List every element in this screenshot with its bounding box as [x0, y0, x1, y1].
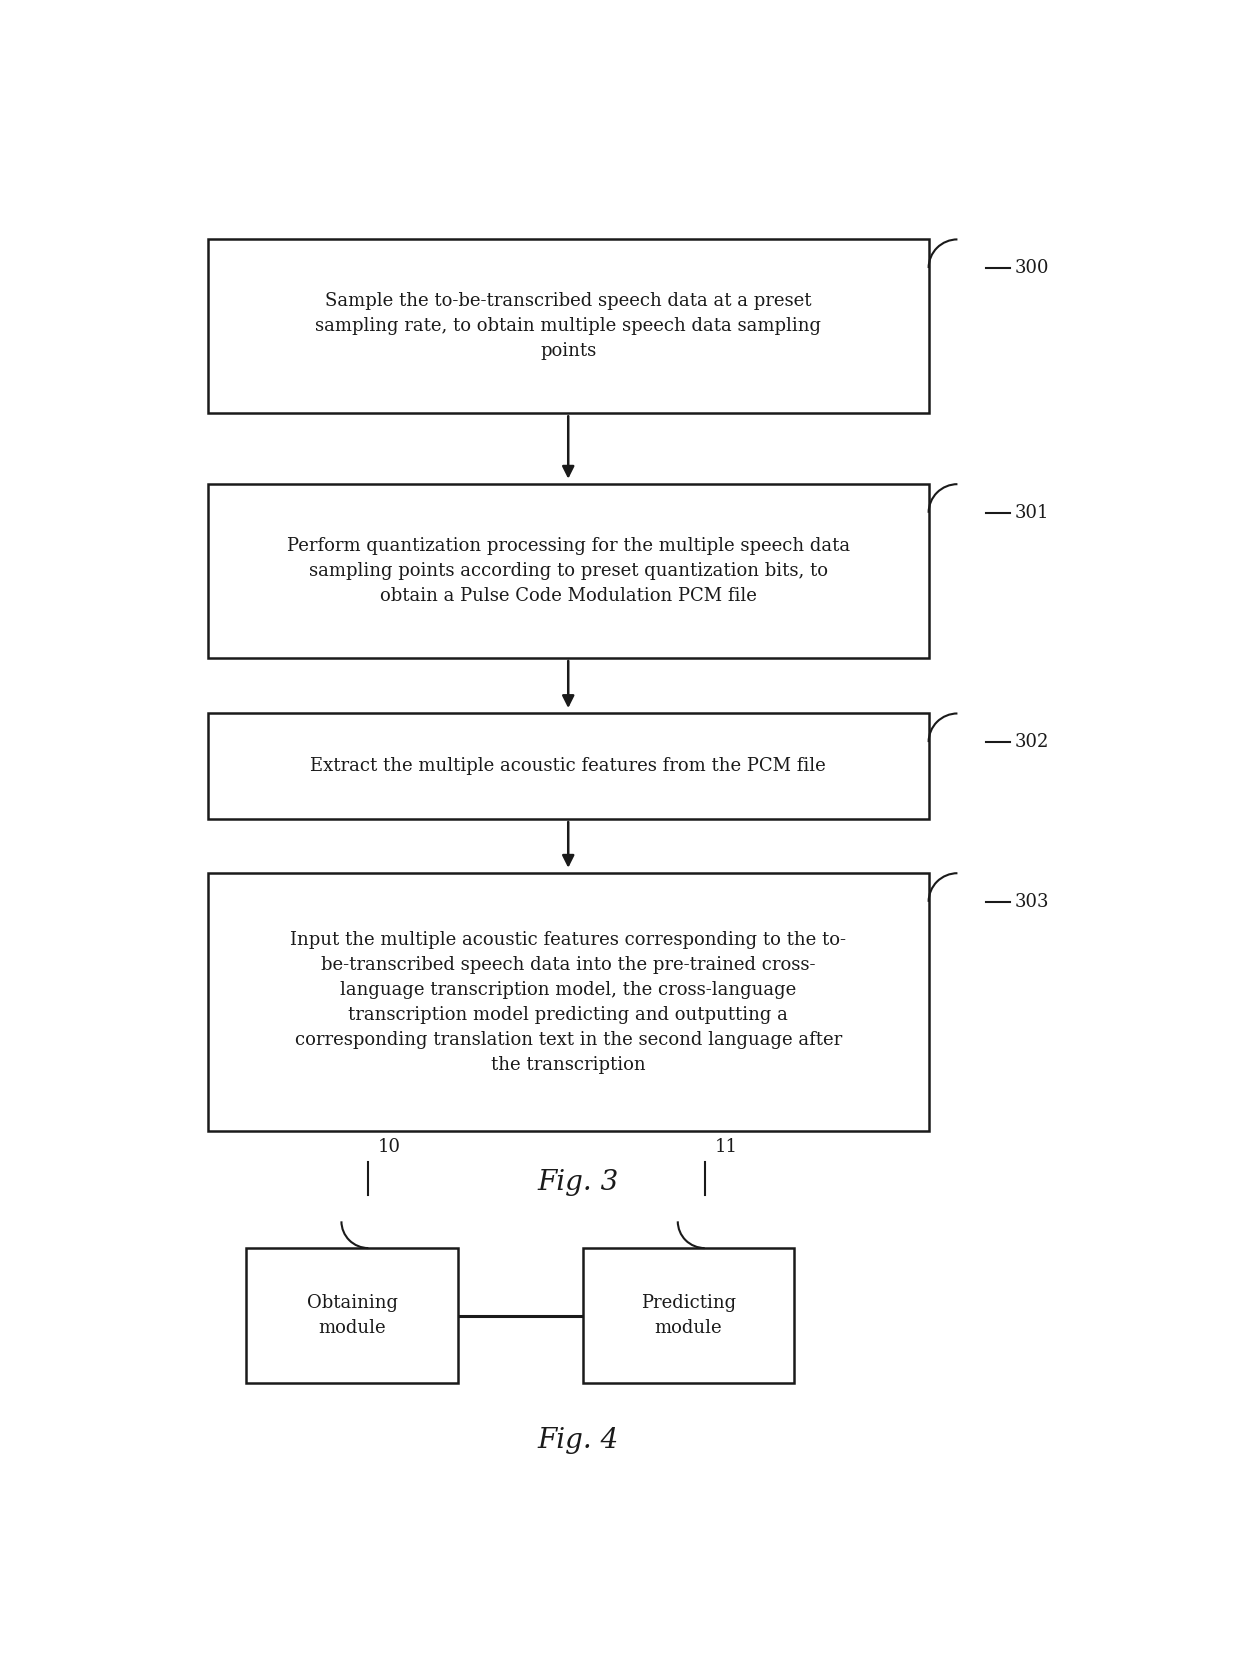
Bar [208, 873, 929, 1131]
Text: Perform quantization processing for the multiple speech data
sampling points acc: Perform quantization processing for the … [286, 537, 849, 606]
Text: 301: 301 [1016, 504, 1049, 522]
Bar [583, 1248, 794, 1384]
Text: Sample the to-be-transcribed speech data at a preset
sampling rate, to obtain mu: Sample the to-be-transcribed speech data… [315, 293, 821, 360]
Bar [208, 483, 929, 657]
Text: Extract the multiple acoustic features from the PCM file: Extract the multiple acoustic features f… [310, 758, 826, 775]
Text: 11: 11 [714, 1138, 738, 1156]
Text: Obtaining
module: Obtaining module [306, 1295, 398, 1337]
Text: 300: 300 [1016, 259, 1049, 278]
Bar [208, 713, 929, 820]
Text: 302: 302 [1016, 733, 1049, 751]
Bar [247, 1248, 458, 1384]
Bar [208, 239, 929, 413]
Text: Fig. 4: Fig. 4 [537, 1427, 619, 1454]
Text: Predicting
module: Predicting module [641, 1295, 735, 1337]
Text: Fig. 3: Fig. 3 [537, 1169, 619, 1196]
Text: Input the multiple acoustic features corresponding to the to-
be-transcribed spe: Input the multiple acoustic features cor… [290, 930, 846, 1074]
Text: 10: 10 [378, 1138, 401, 1156]
Text: 303: 303 [1016, 893, 1049, 910]
